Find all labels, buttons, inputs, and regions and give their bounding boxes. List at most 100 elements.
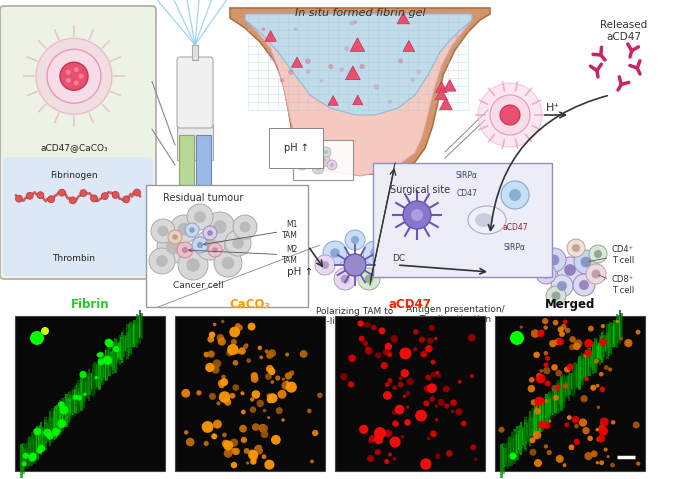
Bar bbox=[615, 322, 617, 341]
Bar bbox=[27, 439, 29, 466]
Bar bbox=[510, 443, 512, 457]
Bar bbox=[68, 398, 71, 416]
Bar bbox=[595, 341, 597, 369]
Bar bbox=[542, 404, 545, 421]
Bar bbox=[111, 351, 113, 366]
Bar bbox=[55, 406, 57, 439]
Circle shape bbox=[569, 344, 575, 350]
Circle shape bbox=[563, 463, 566, 467]
Circle shape bbox=[596, 437, 601, 442]
Circle shape bbox=[538, 252, 546, 260]
Bar bbox=[601, 338, 604, 356]
Circle shape bbox=[636, 462, 641, 466]
Circle shape bbox=[603, 447, 608, 452]
Text: H⁺: H⁺ bbox=[546, 103, 560, 113]
Bar bbox=[585, 350, 587, 380]
Bar bbox=[114, 338, 117, 373]
Circle shape bbox=[246, 358, 251, 363]
Circle shape bbox=[41, 327, 49, 335]
Circle shape bbox=[202, 421, 214, 433]
Circle shape bbox=[384, 430, 392, 437]
Circle shape bbox=[574, 424, 579, 429]
Circle shape bbox=[580, 257, 592, 267]
Circle shape bbox=[529, 377, 535, 383]
Circle shape bbox=[37, 192, 44, 199]
Circle shape bbox=[207, 230, 213, 236]
Circle shape bbox=[455, 34, 459, 39]
Bar bbox=[46, 425, 49, 437]
Circle shape bbox=[260, 428, 264, 432]
Bar bbox=[86, 375, 89, 398]
Circle shape bbox=[542, 270, 550, 278]
Bar bbox=[96, 365, 99, 387]
Circle shape bbox=[542, 248, 566, 272]
Circle shape bbox=[189, 227, 195, 233]
Bar bbox=[612, 328, 614, 343]
Bar bbox=[74, 388, 76, 412]
Bar bbox=[544, 398, 547, 425]
Bar bbox=[78, 388, 80, 403]
Circle shape bbox=[534, 459, 542, 467]
Bar bbox=[106, 348, 108, 381]
Circle shape bbox=[213, 323, 216, 326]
Circle shape bbox=[349, 21, 355, 26]
Bar bbox=[607, 327, 609, 355]
Circle shape bbox=[564, 264, 576, 276]
Circle shape bbox=[286, 380, 288, 384]
Circle shape bbox=[239, 425, 247, 433]
Circle shape bbox=[267, 416, 270, 419]
Circle shape bbox=[317, 393, 323, 398]
Bar bbox=[603, 335, 605, 357]
Circle shape bbox=[345, 230, 365, 250]
Bar bbox=[561, 382, 564, 401]
Circle shape bbox=[244, 343, 248, 348]
Circle shape bbox=[344, 254, 366, 276]
Bar bbox=[591, 351, 594, 366]
Circle shape bbox=[599, 338, 607, 346]
Circle shape bbox=[265, 459, 274, 470]
Circle shape bbox=[590, 385, 596, 391]
Bar bbox=[76, 383, 78, 413]
Bar bbox=[530, 421, 533, 433]
Circle shape bbox=[38, 445, 46, 452]
Bar bbox=[45, 423, 47, 444]
Circle shape bbox=[543, 362, 548, 367]
Circle shape bbox=[251, 390, 260, 399]
Bar bbox=[605, 335, 608, 351]
Circle shape bbox=[281, 381, 290, 390]
Circle shape bbox=[400, 347, 412, 359]
Text: Cancer cell: Cancer cell bbox=[173, 281, 223, 290]
Circle shape bbox=[211, 433, 217, 439]
Circle shape bbox=[159, 210, 166, 217]
Bar bbox=[549, 391, 552, 422]
Circle shape bbox=[221, 375, 226, 379]
Bar bbox=[514, 429, 517, 461]
Circle shape bbox=[402, 395, 407, 399]
Bar bbox=[592, 342, 594, 374]
Circle shape bbox=[204, 352, 209, 357]
Circle shape bbox=[270, 57, 274, 61]
Polygon shape bbox=[403, 40, 414, 51]
Circle shape bbox=[259, 424, 267, 432]
Circle shape bbox=[231, 339, 237, 345]
Bar bbox=[568, 373, 571, 395]
Circle shape bbox=[204, 441, 209, 446]
Bar bbox=[26, 442, 29, 467]
Circle shape bbox=[384, 343, 392, 350]
Circle shape bbox=[568, 445, 575, 450]
Circle shape bbox=[427, 338, 433, 344]
Bar bbox=[617, 317, 619, 343]
Circle shape bbox=[268, 368, 276, 375]
Circle shape bbox=[374, 435, 384, 444]
Circle shape bbox=[153, 213, 160, 220]
Polygon shape bbox=[444, 80, 456, 91]
Circle shape bbox=[251, 375, 258, 383]
Bar bbox=[64, 403, 67, 419]
Circle shape bbox=[478, 83, 542, 147]
Bar bbox=[90, 374, 92, 392]
Circle shape bbox=[567, 415, 572, 420]
Bar bbox=[77, 381, 79, 413]
Circle shape bbox=[212, 366, 220, 374]
Circle shape bbox=[539, 330, 545, 335]
Circle shape bbox=[80, 190, 87, 196]
